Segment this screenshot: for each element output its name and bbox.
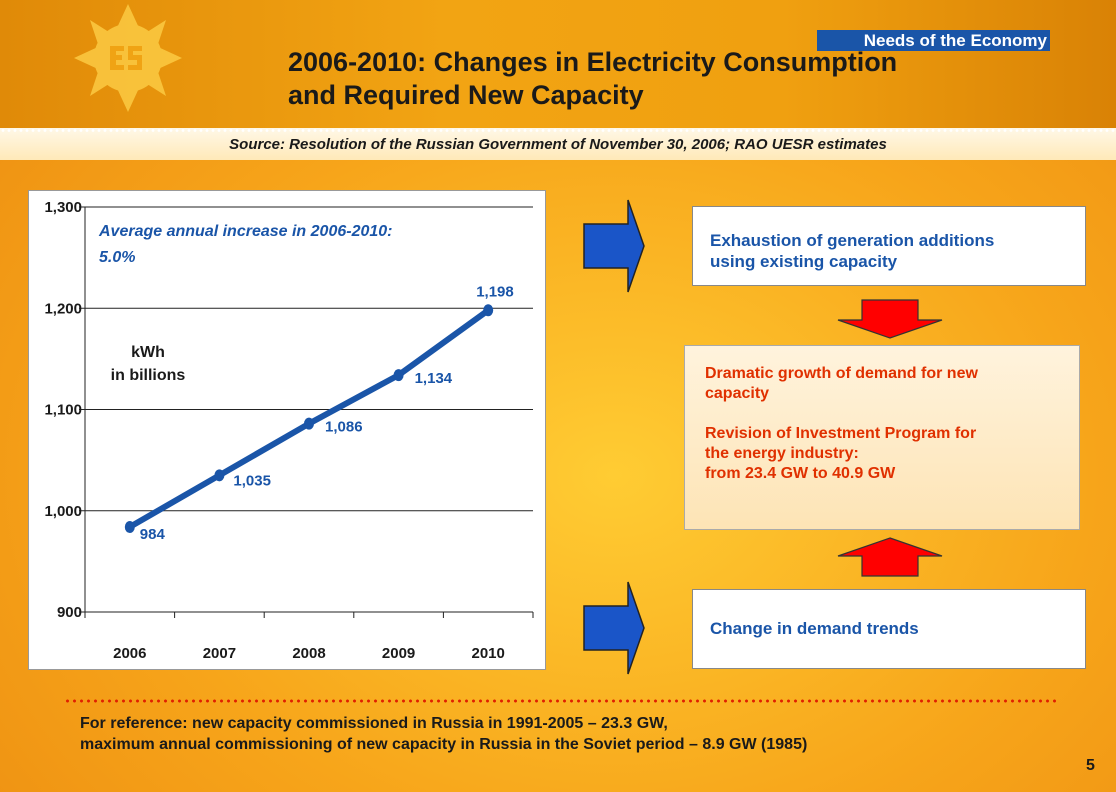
box-demand-line-2: capacity <box>705 385 770 402</box>
dotted-divider <box>0 128 1116 133</box>
data-label: 1,198 <box>476 283 514 300</box>
data-label: 1,134 <box>415 370 453 387</box>
up-arrow-icon <box>837 537 943 577</box>
box-exhaustion-line-2: using existing capacity <box>710 252 898 271</box>
x-tick-label: 2008 <box>292 645 325 662</box>
x-tick-label: 2007 <box>203 645 236 662</box>
box-exhaustion: Exhaustion of generation additions using… <box>692 206 1086 286</box>
title-line-1: 2006-2010: Changes in Electricity Consum… <box>288 47 898 77</box>
y-tick-label: 1,200 <box>44 300 82 317</box>
reference-note: For reference: new capacity commissioned… <box>80 713 1070 755</box>
data-point <box>393 369 404 382</box>
data-label: 1,035 <box>233 472 271 489</box>
down-arrow-icon <box>837 299 943 339</box>
page-number: 5 <box>1086 757 1095 774</box>
box-demand-line-1: Dramatic growth of demand for new <box>705 365 978 382</box>
annotation-line-1: Average annual increase in 2006-2010: <box>98 223 393 240</box>
data-point <box>483 304 494 317</box>
reference-divider <box>64 699 1060 703</box>
data-point <box>124 520 135 533</box>
data-point <box>214 469 225 482</box>
company-logo <box>74 4 182 112</box>
page-title: 2006-2010: Changes in Electricity Consum… <box>288 46 1048 112</box>
chart-panel: 900 1,000 1,100 1,200 1,300 2006 2007 2008 2009 2… <box>28 190 546 670</box>
right-arrow-icon-bottom <box>583 581 645 675</box>
y-tick-label: 1,100 <box>44 402 82 419</box>
data-label: 1,086 <box>325 419 363 436</box>
box-demand-trends: Change in demand trends <box>692 589 1086 669</box>
y-unit-label-line-1: kWh <box>131 344 165 361</box>
reference-line-1: For reference: new capacity commissioned… <box>80 715 668 732</box>
box-demand-growth: Dramatic growth of demand for new capaci… <box>684 345 1080 530</box>
y-tick-label: 1,300 <box>44 199 82 216</box>
y-tick-label: 900 <box>57 604 82 621</box>
box-revision-line-2: the energy industry: <box>705 445 859 462</box>
x-tick-label: 2006 <box>113 645 146 662</box>
data-point <box>304 417 314 430</box>
annotation-line-2: 5.0% <box>99 249 135 266</box>
y-tick-label: 1,000 <box>44 503 82 520</box>
section-tag: Needs of the Economy <box>817 30 1050 51</box>
box-revision-line-3: from 23.4 GW to 40.9 GW <box>705 465 896 482</box>
x-tick-label: 2009 <box>382 645 415 662</box>
box-exhaustion-line-1: Exhaustion of generation additions <box>710 231 995 250</box>
y-unit-label-line-2: in billions <box>111 367 186 384</box>
source-note: Source: Resolution of the Russian Govern… <box>229 136 887 153</box>
reference-line-2: maximum annual commissioning of new capa… <box>80 736 808 753</box>
title-line-2: and Required New Capacity <box>288 80 644 110</box>
right-arrow-icon-top <box>583 199 645 293</box>
header-band <box>0 0 1116 128</box>
data-label: 984 <box>140 526 166 543</box>
source-band <box>0 128 1116 160</box>
box-revision-line-1: Revision of Investment Program for <box>705 425 977 442</box>
consumption-line-chart: 900 1,000 1,100 1,200 1,300 2006 2007 2008 2009 2… <box>44 199 534 662</box>
x-tick-label: 2010 <box>472 645 505 662</box>
